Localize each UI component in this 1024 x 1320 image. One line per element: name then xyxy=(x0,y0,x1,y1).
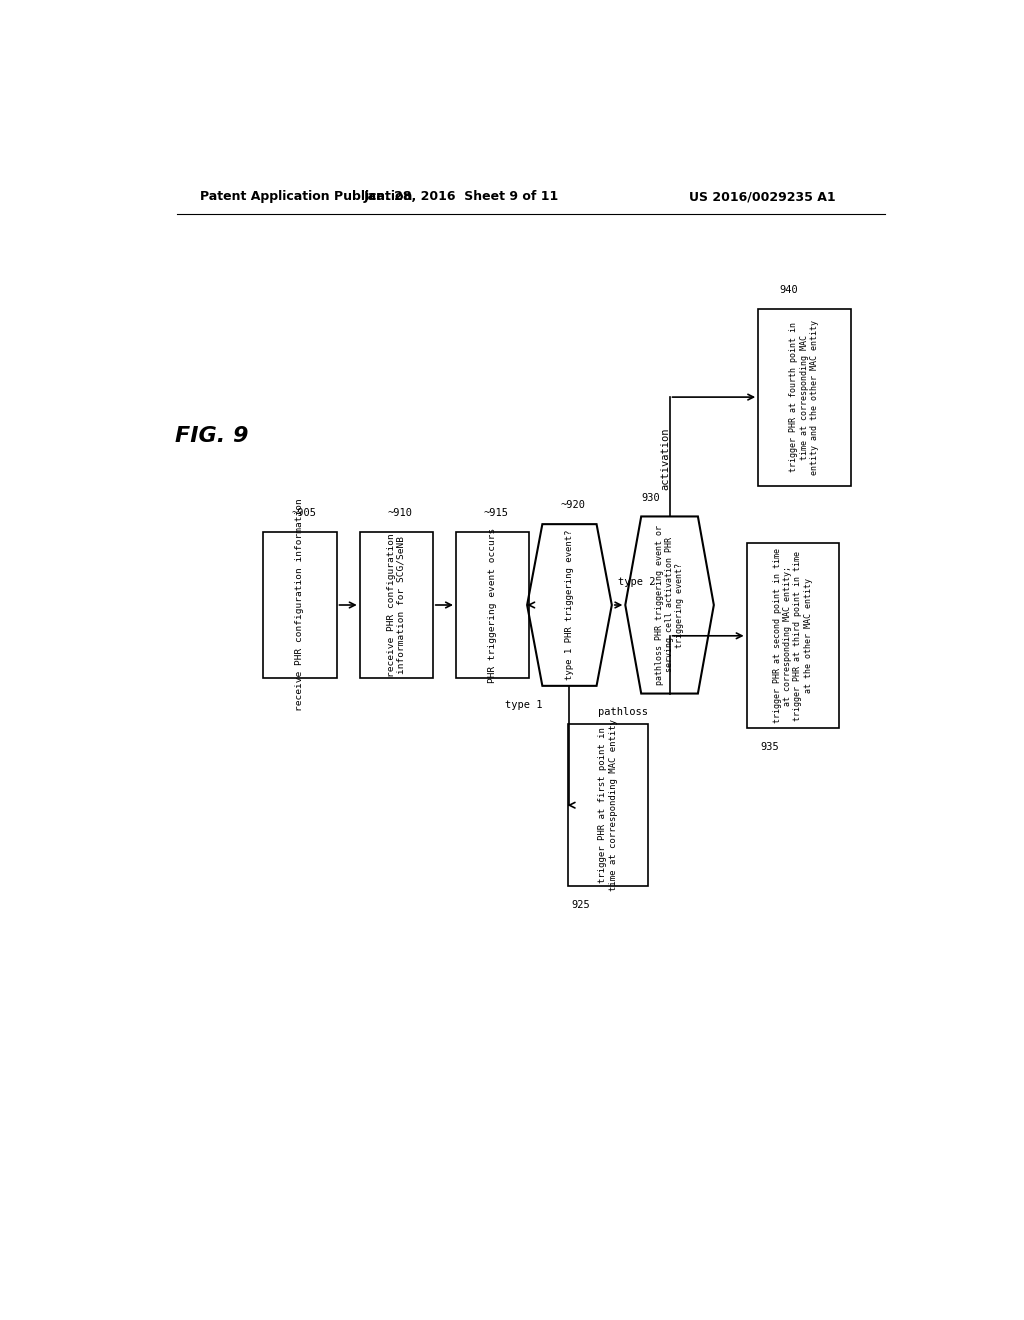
Text: activation: activation xyxy=(660,428,671,490)
Text: receive PHR configuration information: receive PHR configuration information xyxy=(296,499,304,711)
Text: type 2: type 2 xyxy=(617,577,655,587)
Text: ~915: ~915 xyxy=(483,508,509,517)
Text: 935: 935 xyxy=(760,742,779,752)
Text: trigger PHR at first point in
time at corresponding MAC entity: trigger PHR at first point in time at co… xyxy=(598,719,617,891)
Bar xyxy=(758,309,851,486)
Text: 940: 940 xyxy=(779,285,799,294)
Text: Patent Application Publication: Patent Application Publication xyxy=(200,190,413,203)
Text: receive PHR configuration
information for SCG/SeNB: receive PHR configuration information fo… xyxy=(386,533,406,677)
Bar xyxy=(746,544,839,729)
Text: ~910: ~910 xyxy=(387,508,413,517)
Text: pathloss: pathloss xyxy=(598,708,648,717)
Text: trigger PHR at fourth point in
time at corresponding MAC
entity and the other MA: trigger PHR at fourth point in time at c… xyxy=(790,319,819,475)
Text: type 1 PHR triggering event?: type 1 PHR triggering event? xyxy=(565,529,574,680)
Bar xyxy=(359,532,433,678)
Bar xyxy=(567,725,648,886)
Text: type 1: type 1 xyxy=(505,700,542,710)
Text: ~920: ~920 xyxy=(561,500,586,511)
Text: 930: 930 xyxy=(641,492,659,503)
Text: 925: 925 xyxy=(571,900,591,909)
Text: PHR triggering event occurs: PHR triggering event occurs xyxy=(488,528,497,682)
Bar xyxy=(263,532,337,678)
Text: US 2016/0029235 A1: US 2016/0029235 A1 xyxy=(689,190,836,203)
Text: Jan. 28, 2016  Sheet 9 of 11: Jan. 28, 2016 Sheet 9 of 11 xyxy=(365,190,559,203)
Bar xyxy=(456,532,529,678)
Text: trigger PHR at second point in time
at corresponding MAC entity;
trigger PHR at : trigger PHR at second point in time at c… xyxy=(773,548,813,723)
Text: FIG. 9: FIG. 9 xyxy=(175,425,248,446)
Text: ~905: ~905 xyxy=(291,508,316,517)
Text: pathloss PHR triggering event or
serving cell activation PHR
triggering event?: pathloss PHR triggering event or serving… xyxy=(654,525,684,685)
